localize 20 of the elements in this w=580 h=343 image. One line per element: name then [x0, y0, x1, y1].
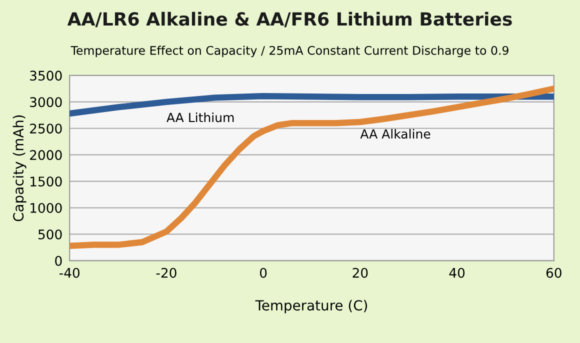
x-tick-label: 20	[352, 268, 368, 278]
series-label: AA Alkaline	[360, 128, 430, 139]
chart-title: AA/LR6 Alkaline & AA/FR6 Lithium Batteries	[67, 12, 512, 28]
x-tick-label: 0	[260, 268, 267, 278]
y-tick-label: 500	[38, 229, 62, 240]
y-axis-title: Capacity (mAh)	[12, 115, 26, 222]
x-tick-label: 40	[449, 268, 465, 278]
x-tick-label: -40	[59, 268, 80, 278]
y-tick-label: 3000	[30, 97, 62, 108]
y-tick-label: 0	[55, 256, 62, 266]
y-tick-label: 1500	[30, 176, 62, 186]
x-tick-label: 60	[546, 268, 562, 278]
y-tick-label: 3500	[30, 70, 62, 81]
chart-subtitle: Temperature Effect on Capacity / 25mA Constant Current Discharge to 0.9	[70, 46, 508, 58]
y-tick-label: 2500	[30, 124, 62, 134]
x-axis-title: Temperature (C)	[255, 300, 368, 314]
x-tick-label: -20	[156, 268, 176, 278]
series-label: AA Lithium	[166, 112, 234, 122]
y-tick-label: 2000	[30, 150, 62, 160]
y-tick-label: 1000	[30, 202, 62, 213]
